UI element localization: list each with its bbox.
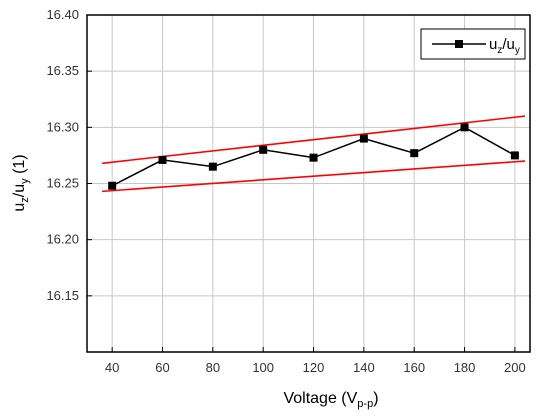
x-tick-label: 80	[206, 360, 220, 375]
y-tick-label: 16.30	[46, 119, 79, 134]
data-point	[510, 151, 519, 160]
data-point	[259, 145, 268, 154]
y-tick-label: 16.40	[46, 7, 79, 22]
x-tick-label: 120	[303, 360, 325, 375]
x-tick-label: 100	[252, 360, 274, 375]
x-axis-label: Voltage (Vp-p)	[283, 390, 378, 410]
data-point	[158, 155, 167, 164]
bound-line	[102, 115, 526, 165]
legend-marker	[455, 40, 463, 48]
legend-label: uz/uy	[489, 36, 520, 56]
x-tick-label: 60	[155, 360, 169, 375]
y-tick-label: 16.35	[46, 63, 79, 78]
data-point	[108, 181, 117, 190]
x-tick-label: 200	[504, 360, 526, 375]
data-point	[410, 149, 419, 158]
grid-lines	[87, 14, 530, 352]
x-tick-label: 140	[353, 360, 375, 375]
y-tick-label: 16.15	[46, 288, 79, 303]
y-tick-label: 16.25	[46, 176, 79, 191]
x-tick-label: 40	[105, 360, 119, 375]
data-point	[309, 153, 318, 162]
legend: uz/uy	[420, 28, 526, 60]
y-tick-label: 16.20	[46, 232, 79, 247]
bound-lines	[102, 115, 526, 193]
y-axis-label: uz/uy (1)	[11, 154, 31, 211]
x-axis-ticks: 40 60 80 100 120 140 160 180 200	[105, 347, 526, 375]
bound-line	[102, 160, 526, 193]
x-tick-label: 180	[454, 360, 476, 375]
x-tick-label: 160	[403, 360, 425, 375]
data-point	[460, 123, 469, 132]
data-series	[108, 123, 519, 190]
y-axis-ticks: 16.15 16.20 16.25 16.30 16.35 16.40	[46, 7, 92, 303]
data-point	[359, 134, 368, 143]
data-point	[208, 162, 217, 171]
